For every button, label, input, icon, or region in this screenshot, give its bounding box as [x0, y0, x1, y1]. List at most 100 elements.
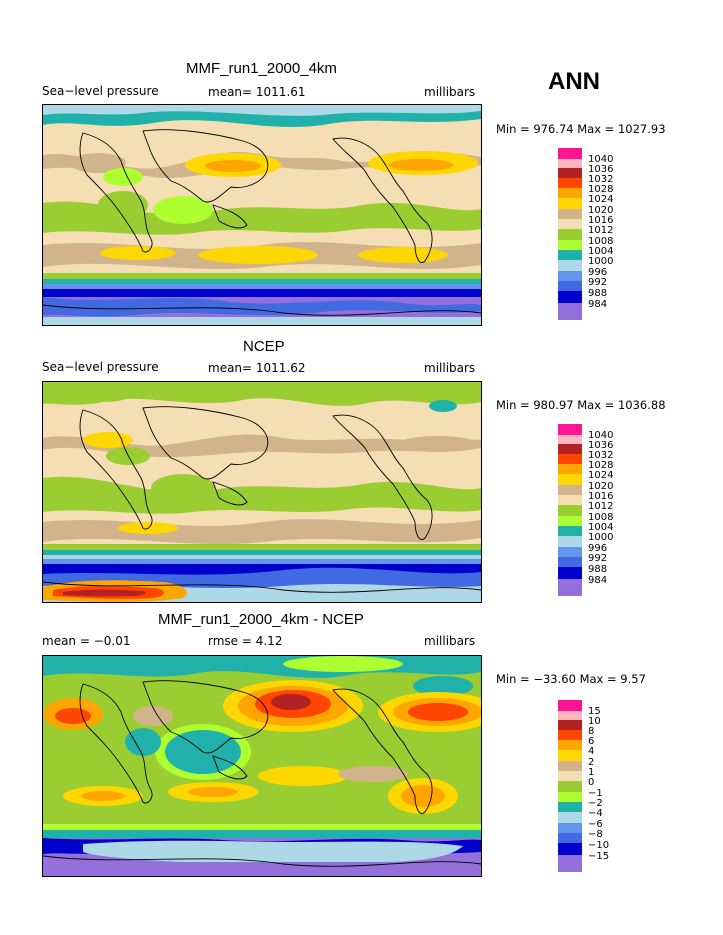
colorbar-level: 1032 — [588, 450, 614, 461]
colorbar-level: −4 — [588, 808, 603, 819]
panel-3-colorbar: 15 10 8 6 4 2 1 0 −1 −2 −4 −6 −8 −10 −15 — [558, 700, 638, 872]
colorbar-swatch — [558, 833, 582, 843]
colorbar-swatch — [558, 229, 582, 240]
colorbar-swatch — [558, 730, 582, 740]
colorbar-level: 8 — [588, 726, 595, 737]
colorbar-swatch — [558, 198, 582, 209]
panel-2-variable-label: Sea−level pressure — [42, 360, 159, 374]
colorbar-swatch — [558, 823, 582, 833]
colorbar-swatch — [558, 250, 582, 260]
colorbar-swatch — [558, 526, 582, 536]
colorbar-swatch — [558, 720, 582, 730]
panel-1-map-image — [43, 105, 481, 325]
colorbar-level: 1036 — [588, 164, 614, 175]
colorbar-swatch — [558, 281, 582, 291]
panel-2-units-label: millibars — [424, 361, 476, 375]
colorbar-swatch — [558, 495, 582, 505]
colorbar-swatch — [558, 812, 582, 823]
colorbar-level: 1000 — [588, 256, 614, 267]
colorbar-level: 1020 — [588, 205, 614, 216]
colorbar-level: 1008 — [588, 236, 614, 247]
panel-3-minmax: Min = −33.60 Max = 9.57 — [496, 672, 646, 686]
colorbar-level: 1 — [588, 767, 595, 778]
colorbar-level: 996 — [588, 267, 608, 278]
colorbar-swatch — [558, 435, 582, 444]
colorbar-swatch — [558, 209, 582, 219]
colorbar-swatch — [558, 740, 582, 750]
colorbar-level: −6 — [588, 819, 603, 830]
colorbar-level: 992 — [588, 553, 608, 564]
colorbar-swatch — [558, 188, 582, 198]
colorbar-swatch — [558, 291, 582, 303]
colorbar-level: 1012 — [588, 225, 614, 236]
colorbar-swatch — [558, 178, 582, 188]
colorbar-level: 1024 — [588, 470, 614, 481]
colorbar-level: 1024 — [588, 194, 614, 205]
colorbar-level: 4 — [588, 746, 595, 757]
panel-3-title: MMF_run1_2000_4km - NCEP — [158, 611, 364, 628]
colorbar-swatch — [558, 771, 582, 781]
panel-1-minmax: Min = 976.74 Max = 1027.93 — [496, 122, 666, 136]
colorbar-level: 984 — [588, 299, 608, 310]
panel-3-map — [42, 655, 482, 877]
panel-2-title: NCEP — [243, 338, 285, 355]
colorbar-swatch — [558, 781, 582, 792]
colorbar-swatch — [558, 579, 582, 596]
colorbar-swatch — [558, 271, 582, 281]
colorbar-level: 1008 — [588, 512, 614, 523]
colorbar-swatch — [558, 464, 582, 474]
colorbar-level: −10 — [588, 840, 610, 851]
colorbar-level: 2 — [588, 757, 595, 768]
colorbar-level: 996 — [588, 543, 608, 554]
panel-3-rmse-label: rmse = 4.12 — [208, 634, 283, 648]
colorbar-level: −2 — [588, 798, 603, 809]
colorbar-swatch — [558, 303, 582, 320]
colorbar-level: 992 — [588, 277, 608, 288]
colorbar-swatch — [558, 219, 582, 229]
colorbar-level: 988 — [588, 288, 608, 299]
season-label: ANN — [548, 68, 600, 95]
colorbar-swatch — [558, 711, 582, 720]
colorbar-swatch — [558, 843, 582, 855]
colorbar-swatch — [558, 536, 582, 547]
colorbar-swatch — [558, 168, 582, 178]
colorbar-level: 1040 — [588, 430, 614, 441]
colorbar-swatch — [558, 444, 582, 454]
colorbar-swatch — [558, 148, 582, 159]
panel-3-units-label: millibars — [424, 634, 476, 648]
colorbar-level: 1036 — [588, 440, 614, 451]
colorbar-swatch — [558, 547, 582, 557]
colorbar-swatch — [558, 750, 582, 761]
panel-1-mean-label: mean= 1011.61 — [208, 85, 306, 99]
panel-1-units-label: millibars — [424, 85, 476, 99]
colorbar-level: 0 — [588, 777, 595, 788]
panel-1-title: MMF_run1_2000_4km — [186, 60, 337, 77]
colorbar-level: 1032 — [588, 174, 614, 185]
colorbar-swatch — [558, 474, 582, 485]
colorbar-level: 10 — [588, 716, 601, 727]
colorbar-level: 1004 — [588, 522, 614, 533]
colorbar-swatch — [558, 159, 582, 168]
colorbar-swatch — [558, 454, 582, 464]
colorbar-level: −15 — [588, 851, 610, 862]
colorbar-level: 988 — [588, 564, 608, 575]
panel-2-colorbar: 1040 1036 1032 1028 1024 1020 1016 1012 … — [558, 424, 638, 596]
panel-1-variable-label: Sea−level pressure — [42, 84, 159, 98]
colorbar-swatch — [558, 516, 582, 526]
colorbar-swatch — [558, 424, 582, 435]
colorbar-swatch — [558, 260, 582, 271]
colorbar-level: 1004 — [588, 246, 614, 257]
colorbar-level: 1020 — [588, 481, 614, 492]
colorbar-swatch — [558, 700, 582, 711]
colorbar-level: 1012 — [588, 501, 614, 512]
panel-2-mean-label: mean= 1011.62 — [208, 361, 306, 375]
panel-3-mean-label: mean = −0.01 — [42, 634, 131, 648]
colorbar-swatch — [558, 240, 582, 250]
panel-2-map-image — [43, 382, 481, 602]
colorbar-level: 1016 — [588, 491, 614, 502]
colorbar-swatch — [558, 761, 582, 771]
colorbar-swatch — [558, 485, 582, 495]
colorbar-swatch — [558, 855, 582, 872]
colorbar-level: −8 — [588, 829, 603, 840]
colorbar-level: 15 — [588, 706, 601, 717]
